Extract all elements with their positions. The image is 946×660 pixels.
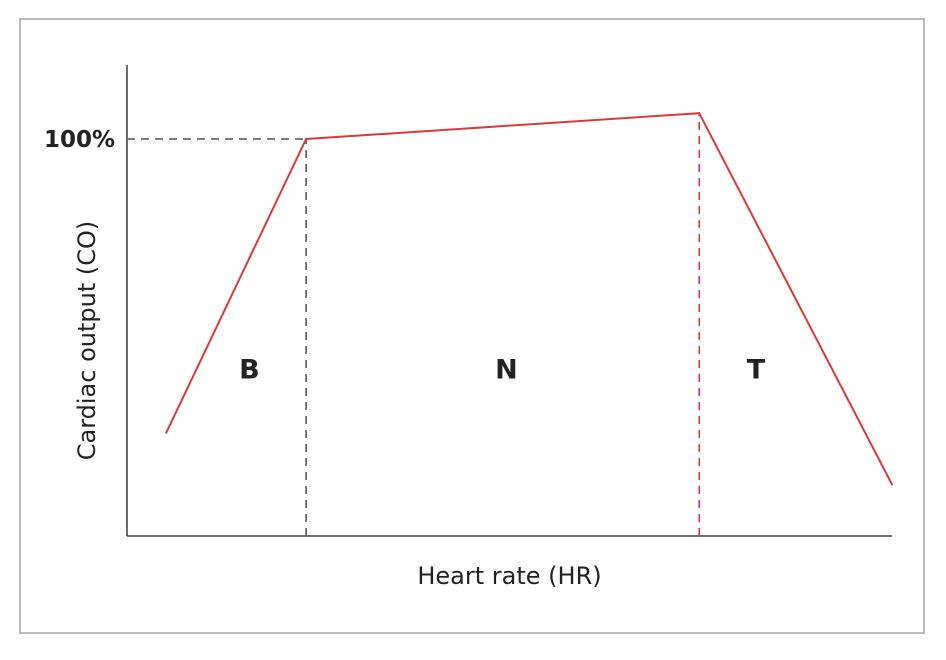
series-line-0 [165, 112, 893, 485]
series-layer [165, 112, 893, 486]
series-point-2 [698, 112, 701, 115]
y-tick-label-0: 100% [44, 127, 115, 153]
x-axis-label: Heart rate (HR) [417, 562, 601, 590]
y-axis-label: Cardiac output (CO) [73, 221, 101, 461]
region-label-n: N [495, 354, 518, 385]
chart-frame [19, 18, 925, 634]
region-label-b: B [239, 354, 260, 385]
series-point-3 [891, 483, 893, 486]
tick-labels: 100% [44, 127, 115, 153]
series-point-0 [165, 431, 168, 434]
region-label-t: T [747, 354, 766, 385]
series-point-1 [305, 138, 308, 140]
reference-lines [127, 113, 701, 536]
